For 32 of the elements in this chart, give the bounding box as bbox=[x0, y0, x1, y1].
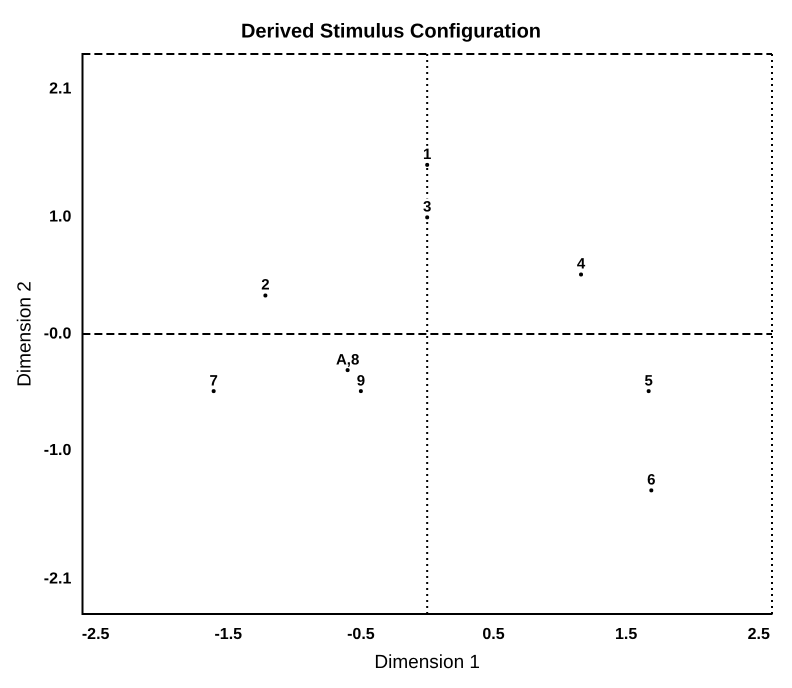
point bbox=[646, 389, 651, 394]
point bbox=[579, 272, 584, 276]
y-tick-label: 1.0 bbox=[49, 208, 72, 226]
x-tick-label: -1.5 bbox=[214, 626, 242, 644]
point bbox=[425, 215, 430, 220]
y-tick-label: -0.0 bbox=[44, 325, 72, 342]
x-tick-label: 1.5 bbox=[614, 626, 638, 644]
chart-title: Derived Stimulus Configuration bbox=[240, 20, 542, 43]
point bbox=[212, 389, 216, 394]
annotation: 3 bbox=[423, 198, 432, 216]
point bbox=[346, 368, 350, 372]
annotation: 6 bbox=[647, 471, 656, 488]
annotation: A,8 bbox=[336, 351, 360, 368]
x-tick-label: -2.5 bbox=[82, 626, 110, 644]
x-tick-label: -0.5 bbox=[347, 626, 375, 644]
point bbox=[649, 488, 654, 492]
annotation: 5 bbox=[644, 372, 653, 390]
y-tick-label: 2.1 bbox=[49, 80, 72, 98]
point bbox=[425, 162, 430, 167]
annotation: 9 bbox=[356, 372, 366, 390]
x-tick-label: 2.5 bbox=[748, 626, 770, 644]
point bbox=[263, 294, 268, 298]
annotation: 7 bbox=[209, 372, 218, 390]
annotation: 1 bbox=[423, 146, 432, 163]
annotation: 2 bbox=[261, 276, 270, 294]
x-tick-label: 0.5 bbox=[482, 626, 505, 644]
point bbox=[358, 389, 363, 394]
y-tick-label: -1.0 bbox=[44, 442, 72, 460]
x-axis-title: Dimension 1 bbox=[374, 652, 480, 673]
y-axis-title: Dimension 2 bbox=[14, 281, 36, 387]
annotation: 4 bbox=[576, 256, 586, 273]
y-tick-label: -2.1 bbox=[44, 570, 72, 588]
